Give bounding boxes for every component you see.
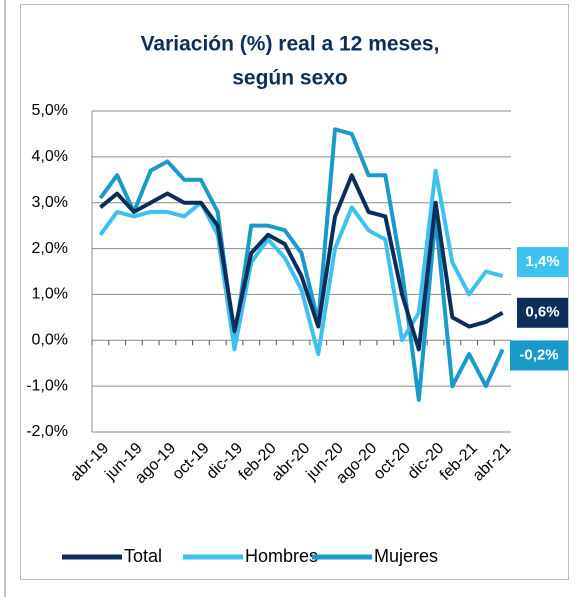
legend-label: Mujeres bbox=[374, 546, 438, 566]
legend-label: Hombres bbox=[245, 546, 318, 566]
y-tick-label: 5,0% bbox=[32, 102, 68, 119]
data-label-box bbox=[510, 340, 568, 371]
data-label: 1,4% bbox=[525, 253, 559, 270]
chart-title: Variación (%) real a 12 meses, bbox=[141, 33, 440, 56]
line-series bbox=[98, 168, 504, 357]
line-series bbox=[99, 173, 504, 352]
legend-label: Total bbox=[124, 546, 162, 566]
data-label-box bbox=[517, 297, 568, 328]
y-tick-label: 4,0% bbox=[32, 148, 68, 165]
chart-border bbox=[20, 4, 569, 580]
y-tick-label: -2,0% bbox=[26, 423, 68, 440]
y-tick-label: 1,0% bbox=[32, 286, 68, 303]
y-tick-label: 3,0% bbox=[32, 194, 68, 211]
data-label-box bbox=[517, 247, 568, 278]
chart-title: según sexo bbox=[232, 67, 348, 90]
y-tick-label: -1,0% bbox=[26, 377, 68, 394]
data-label: -0,2% bbox=[519, 346, 558, 363]
y-tick-label: 2,0% bbox=[32, 240, 68, 257]
data-label: 0,6% bbox=[525, 304, 559, 321]
y-tick-label: 0,0% bbox=[32, 332, 68, 349]
